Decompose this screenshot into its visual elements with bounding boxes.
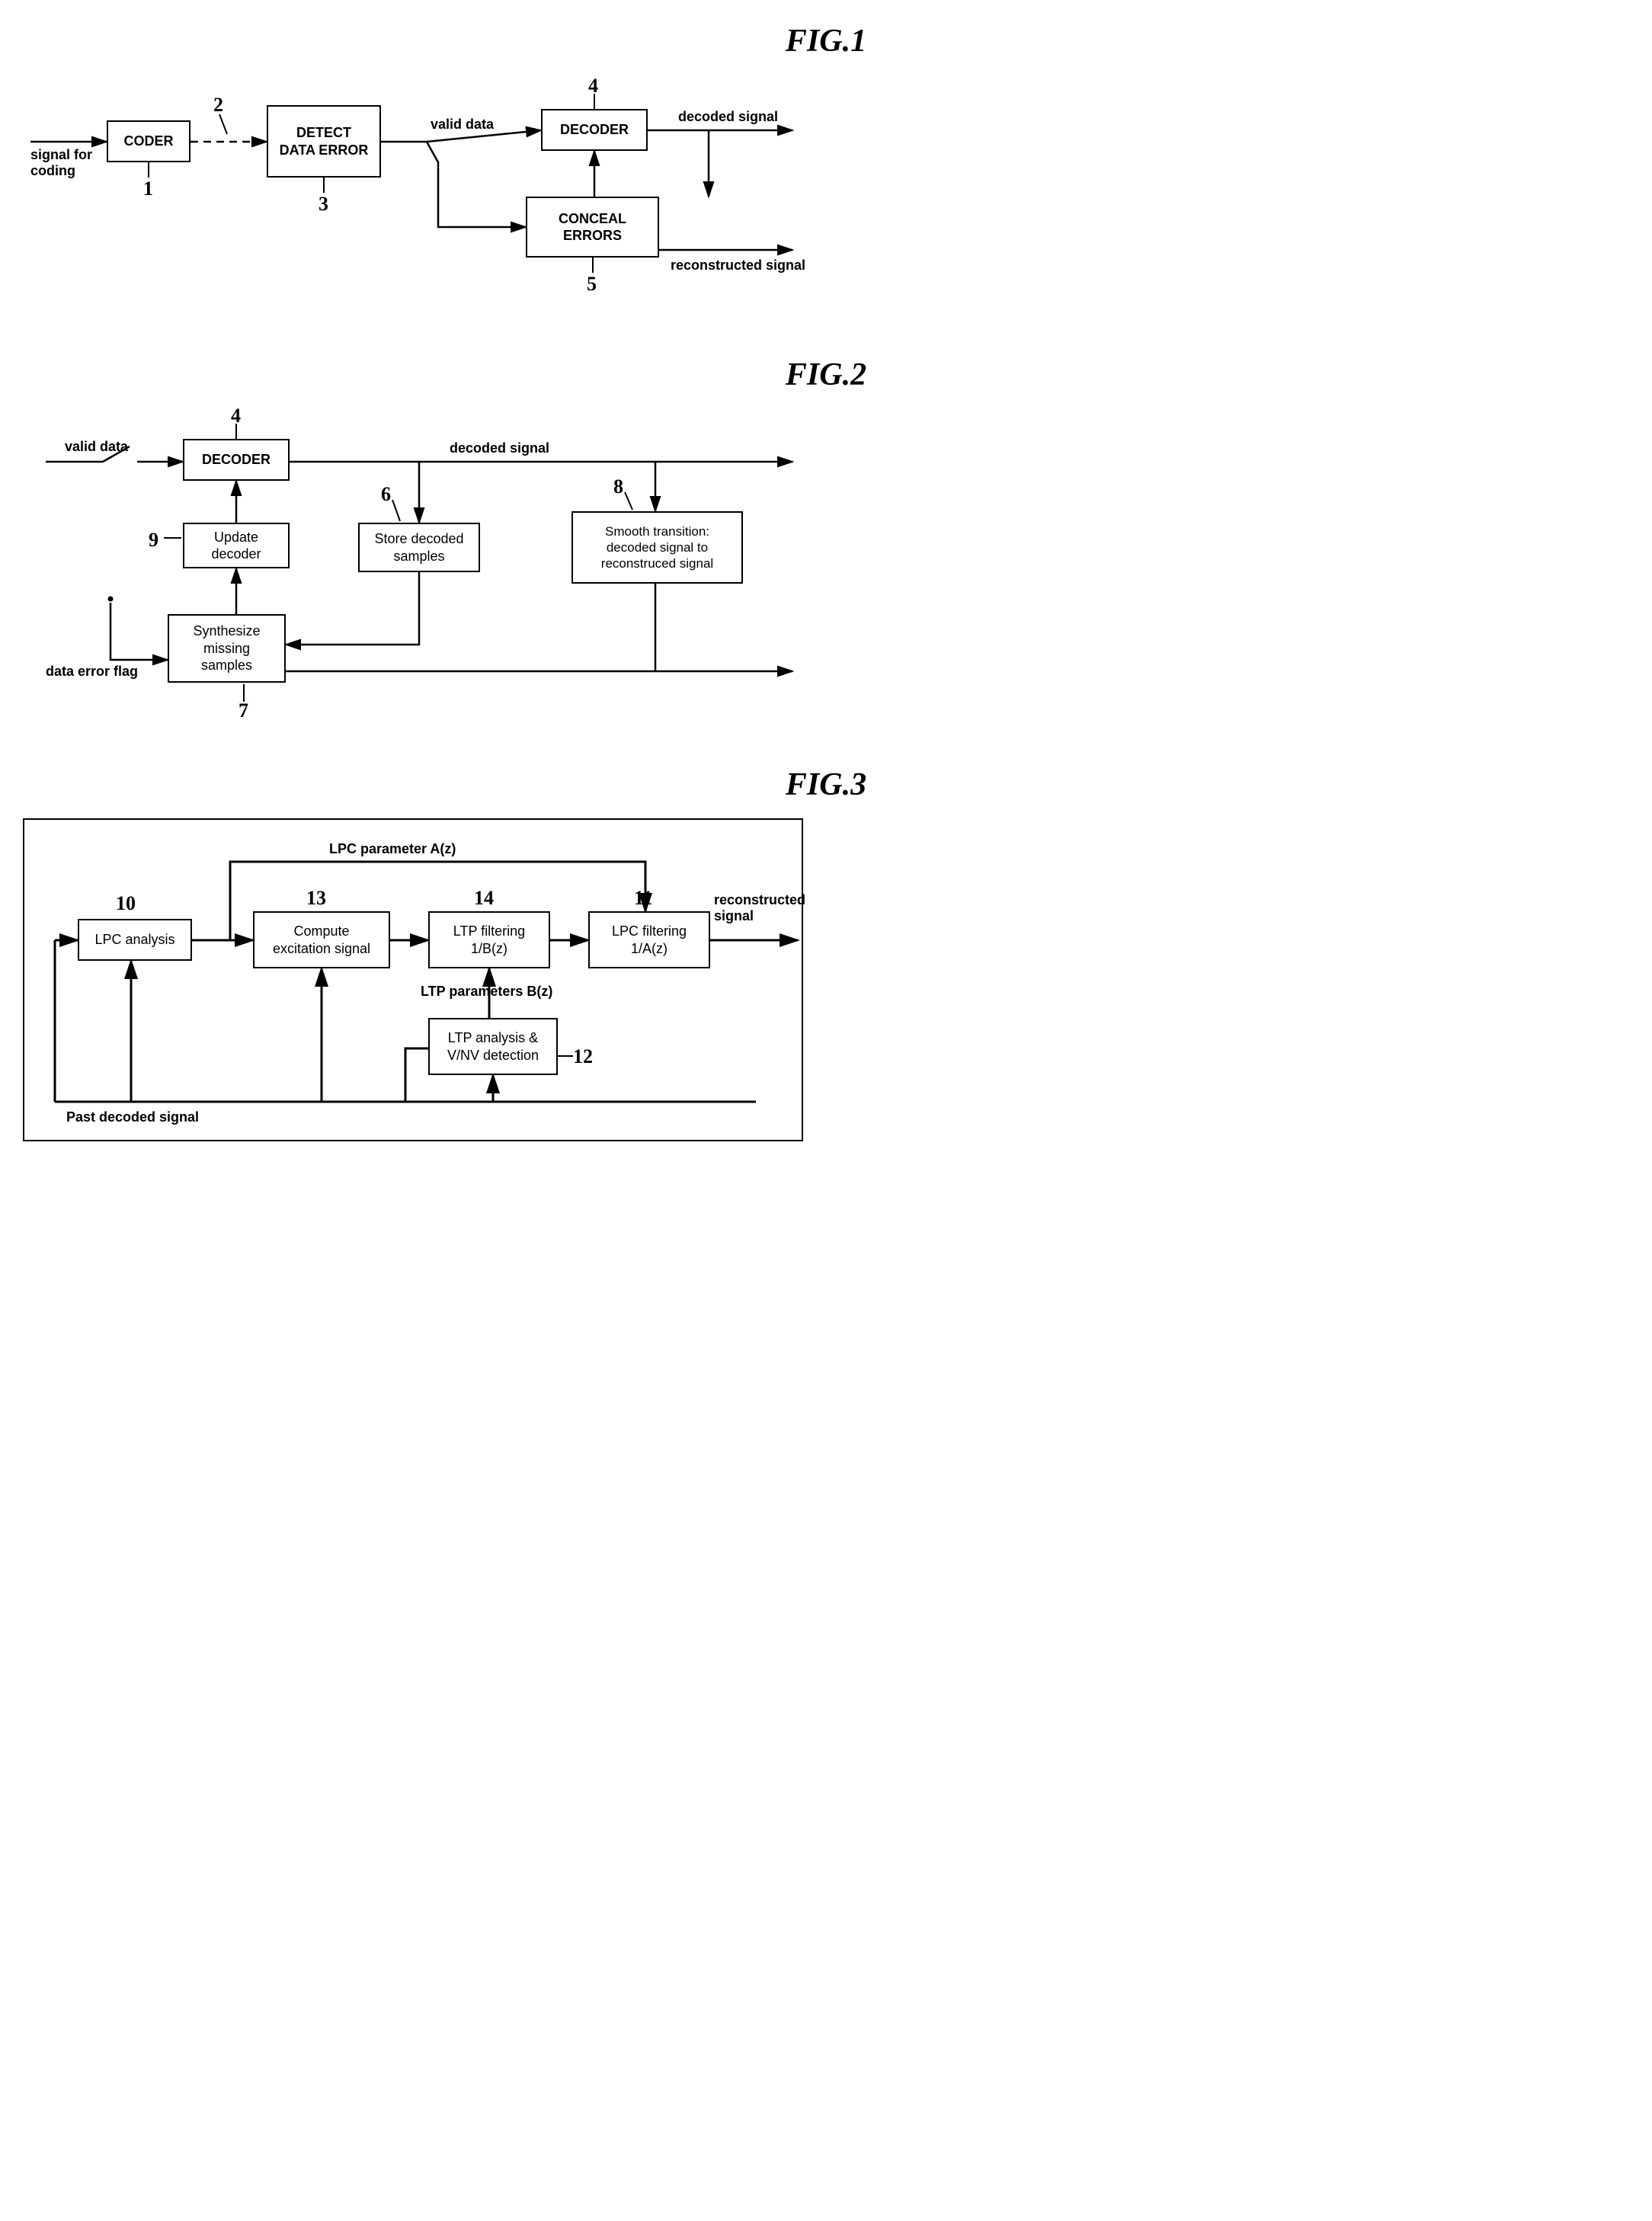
fig3-label-lpcpar: LPC parameter A(z) [329,841,456,857]
fig3-box-lpca: LPC analysis [78,919,192,961]
fig3-box-lpcf: LPC filtering 1/A(z) [588,911,710,968]
fig1-label-sigin: signal for coding [30,147,92,179]
fig2-label-valid: valid data [65,439,128,455]
fig2-box-update: Update decoder [183,523,290,568]
fig3-label-ltppar: LTP parameters B(z) [421,984,552,1000]
fig2-box-synth: Synthesize missing samples [168,614,286,683]
fig2-num-4: 4 [231,405,241,427]
fig2-box-decoder: DECODER [183,439,290,481]
fig3-box-ltpf: LTP filtering 1/B(z) [428,911,550,968]
fig1-title: FIG.1 [23,23,1629,59]
fig1-box-coder: CODER [107,120,190,162]
figure-3: FIG.3 [23,766,1629,1141]
fig3-wires [24,820,802,1140]
figure-1: FIG.1 [23,23,1629,318]
fig1-num-3: 3 [319,193,328,216]
fig3-num-10: 10 [116,892,136,915]
fig2-num-6: 6 [381,483,391,506]
fig1-label-recon: reconstructed signal [671,258,805,274]
fig2-num-8: 8 [613,475,623,498]
fig1-num-4: 4 [588,75,598,98]
fig3-title: FIG.3 [23,766,1629,803]
fig2-label-decoded: decoded signal [450,440,549,456]
fig1-box-conceal: CONCEAL ERRORS [526,197,659,258]
fig1-box-decoder: DECODER [541,109,648,151]
fig1-num-2: 2 [213,94,223,117]
fig2-title: FIG.2 [23,357,1629,393]
fig2-box-store: Store decoded samples [358,523,480,572]
fig2-label-flag: data error flag [46,664,138,680]
fig3-label-recon: reconstructed signal [714,892,805,924]
fig3-diagram: LPC analysis Compute excitation signal L… [23,818,803,1141]
fig3-num-12: 12 [573,1045,593,1068]
fig2-num-7: 7 [239,699,248,722]
fig1-box-detect: DETECT DATA ERROR [267,105,381,178]
fig1-num-5: 5 [587,273,597,296]
fig2-box-smooth: Smooth transition: decoded signal to rec… [571,511,743,584]
fig1-label-valid: valid data [431,117,494,133]
fig1-num-1: 1 [143,178,153,200]
fig3-box-ltpa: LTP analysis & V/NV detection [428,1018,558,1075]
fig3-box-comp: Compute excitation signal [253,911,390,968]
fig3-num-11: 11 [634,887,653,910]
fig3-label-past: Past decoded signal [66,1109,199,1125]
fig3-num-14: 14 [474,887,494,910]
fig2-diagram: DECODER Update decoder Store decoded sam… [23,408,800,728]
fig2-num-9: 9 [149,529,158,552]
figure-2: FIG.2 [23,357,1629,728]
fig1-diagram: CODER DETECT DATA ERROR DECODER CONCEAL … [23,75,800,318]
fig1-label-decoded: decoded signal [678,109,778,125]
fig3-num-13: 13 [306,887,326,910]
